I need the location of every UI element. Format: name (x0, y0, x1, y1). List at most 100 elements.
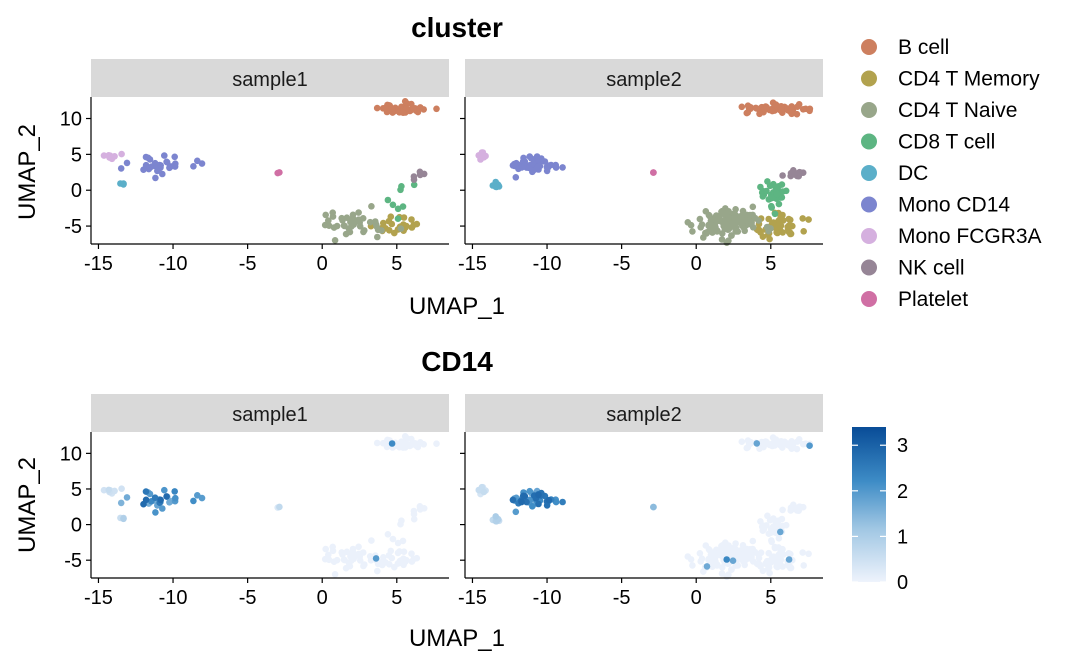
colorbar-tick-label: 0 (897, 572, 908, 594)
cell-point (739, 542, 747, 549)
cell-point (785, 556, 793, 563)
cell-point (788, 440, 795, 448)
cell-point (361, 227, 368, 234)
cell-point (698, 221, 706, 228)
cell-point (763, 438, 770, 446)
cell-point (734, 228, 742, 235)
cell-point (533, 163, 541, 171)
cell-point (782, 521, 790, 529)
cell-point (759, 193, 767, 200)
cell-point (779, 506, 786, 514)
cell-point (765, 549, 772, 557)
cell-point (771, 544, 779, 552)
cell-point (793, 110, 801, 118)
y-tick-label: -5 (64, 216, 82, 238)
cell-point (152, 509, 159, 516)
cell-point (777, 548, 784, 555)
cell-point (559, 498, 566, 506)
legend-label: B cell (898, 36, 949, 59)
cell-point (433, 440, 440, 448)
cell-point (765, 562, 772, 569)
cell-point (779, 172, 786, 179)
cell-point (747, 438, 754, 446)
x-tick-label: -5 (613, 253, 631, 275)
cell-point (359, 549, 367, 556)
cell-point (749, 558, 757, 565)
legend-label: CD4 T Naive (898, 99, 1017, 122)
cell-point (382, 104, 389, 112)
cell-point (117, 165, 125, 172)
legend-swatch (861, 228, 877, 244)
cell-point (749, 537, 757, 545)
cell-point (738, 103, 746, 111)
cell-point (763, 187, 770, 195)
cell-point (795, 436, 803, 443)
cell-point (356, 557, 364, 564)
cell-point (795, 101, 803, 108)
cell-point (373, 104, 381, 112)
legend-swatch (861, 259, 877, 276)
cell-point (161, 152, 168, 159)
axes-layer: -15 -10 -5 0 5 -5 0 5 10 -15 -10 -5 0 5 -15 -10 -5 0 5 -5 0 5… (60, 97, 823, 609)
cell-point (342, 230, 350, 238)
cell-point (778, 181, 786, 188)
x-tick-label: -10 (159, 253, 188, 275)
cell-point (725, 542, 732, 549)
cell-point (696, 215, 704, 223)
cell-point (753, 105, 761, 112)
legend-label: DC (898, 162, 928, 185)
cell-point (159, 505, 166, 512)
cell-point (698, 555, 706, 562)
cell-point (518, 498, 525, 506)
cell-point (799, 106, 807, 113)
cell-point (331, 571, 339, 578)
cell-point (382, 439, 389, 447)
legend-label: NK cell (898, 257, 965, 280)
cd14-sample2-points (475, 434, 814, 580)
x-tick-label: -15 (84, 587, 113, 609)
cell-point (117, 499, 125, 507)
cell-point (545, 496, 553, 504)
cell-point (152, 174, 159, 182)
cell-point (777, 528, 784, 536)
cell-point (401, 433, 409, 440)
cell-point (401, 98, 409, 105)
colorbar-tick-label: 1 (897, 526, 908, 548)
cell-point (397, 225, 405, 232)
x-tick-label: 5 (765, 253, 776, 275)
cell-point (394, 549, 402, 557)
cell-point (738, 438, 746, 446)
cd14-y-axis-label: UMAP_2 (14, 457, 41, 553)
cell-point (374, 233, 381, 241)
cell-point (775, 535, 783, 542)
cell-point (190, 163, 197, 170)
cell-point (410, 510, 418, 518)
cell-point (172, 494, 179, 502)
colorbar-gradient (852, 427, 886, 582)
cell-point (512, 508, 520, 516)
cell-point (778, 441, 785, 449)
legend-swatch (861, 196, 877, 213)
cell-point (374, 560, 382, 568)
cell-point (408, 216, 415, 223)
cell-point (779, 563, 786, 570)
cell-point (782, 187, 790, 195)
cell-point (373, 439, 381, 447)
cell-point (355, 209, 362, 216)
cell-point (702, 208, 710, 215)
x-tick-label: -5 (239, 587, 257, 609)
cluster-strip-sample1: sample1 (91, 59, 449, 97)
cell-point (372, 555, 380, 562)
cell-point (105, 486, 112, 494)
cell-point (171, 488, 178, 495)
cluster-legend: B cell CD4 T Memory CD4 T Naive CD8 T cell D… (861, 36, 1042, 311)
cell-point (725, 208, 732, 215)
cell-point (766, 516, 774, 524)
cell-point (120, 181, 127, 188)
cell-point (338, 214, 346, 222)
cell-point (398, 183, 405, 190)
legend-swatch (861, 70, 877, 87)
x-tick-label: 0 (317, 253, 328, 275)
cell-point (763, 104, 770, 111)
cluster-plot-title: cluster (411, 12, 503, 43)
